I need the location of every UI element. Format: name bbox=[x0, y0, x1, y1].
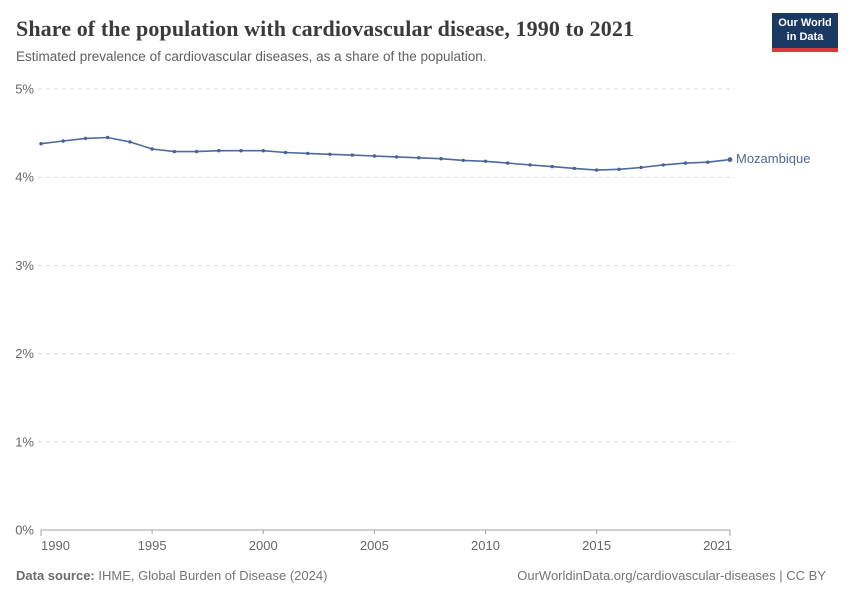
x-axis-tick-label: 1990 bbox=[41, 538, 70, 553]
data-point bbox=[727, 157, 733, 163]
data-point bbox=[150, 147, 154, 151]
data-point bbox=[394, 155, 399, 159]
x-axis-tick-label: 1995 bbox=[138, 538, 167, 553]
data-point bbox=[328, 152, 332, 156]
data-point bbox=[417, 156, 421, 160]
data-point bbox=[661, 163, 665, 167]
data-point bbox=[617, 167, 621, 171]
x-axis-tick-label: 2000 bbox=[249, 538, 278, 553]
x-axis-tick-label: 2015 bbox=[582, 538, 611, 553]
y-axis-tick-label: 3% bbox=[15, 258, 34, 273]
y-axis-tick-label: 5% bbox=[15, 82, 34, 97]
data-point bbox=[128, 140, 132, 144]
x-axis-tick-label: 2021 bbox=[703, 538, 732, 553]
data-point bbox=[461, 158, 465, 163]
data-point bbox=[39, 142, 43, 146]
x-axis-tick-label: 2010 bbox=[471, 538, 500, 553]
chart-title: Share of the population with cardiovascu… bbox=[16, 16, 635, 41]
data-source-text: IHME, Global Burden of Disease (2024) bbox=[94, 568, 328, 583]
data-point bbox=[439, 157, 443, 161]
owid-logo-line1: Our World bbox=[778, 17, 832, 29]
y-axis-tick-label: 1% bbox=[15, 434, 34, 449]
data-point bbox=[572, 166, 577, 171]
data-point bbox=[550, 164, 554, 169]
owid-logo-line2: in Data bbox=[786, 30, 824, 43]
data-source-note: Data source: IHME, Global Burden of Dise… bbox=[16, 568, 327, 583]
data-point bbox=[239, 149, 243, 153]
data-point bbox=[683, 161, 688, 165]
data-point bbox=[350, 153, 354, 157]
data-point bbox=[83, 136, 88, 141]
data-point bbox=[372, 154, 377, 158]
chart-subtitle: Estimated prevalence of cardiovascular d… bbox=[16, 49, 487, 64]
x-axis-tick-label: 2005 bbox=[360, 538, 389, 553]
data-point bbox=[217, 149, 221, 153]
data-point bbox=[706, 160, 710, 164]
y-axis-tick-label: 2% bbox=[15, 346, 34, 361]
data-point bbox=[61, 139, 65, 143]
data-point bbox=[283, 150, 288, 155]
license-note: OurWorldinData.org/cardiovascular-diseas… bbox=[517, 568, 826, 583]
data-point bbox=[483, 159, 488, 163]
data-point bbox=[639, 165, 643, 170]
series-label-mozambique[interactable]: Mozambique bbox=[736, 151, 811, 166]
data-point bbox=[594, 168, 599, 172]
data-point bbox=[261, 149, 265, 153]
owid-logo: Our World in Data bbox=[772, 13, 838, 52]
data-point bbox=[506, 161, 510, 165]
y-axis-tick-label: 0% bbox=[15, 523, 34, 538]
y-axis-tick-label: 4% bbox=[15, 170, 34, 185]
data-point bbox=[306, 151, 310, 156]
data-point bbox=[528, 163, 532, 167]
data-source-label: Data source: bbox=[16, 568, 95, 583]
data-line-mozambique[interactable] bbox=[40, 136, 731, 171]
data-point bbox=[172, 149, 177, 154]
data-point bbox=[194, 149, 199, 154]
data-point bbox=[106, 135, 110, 140]
